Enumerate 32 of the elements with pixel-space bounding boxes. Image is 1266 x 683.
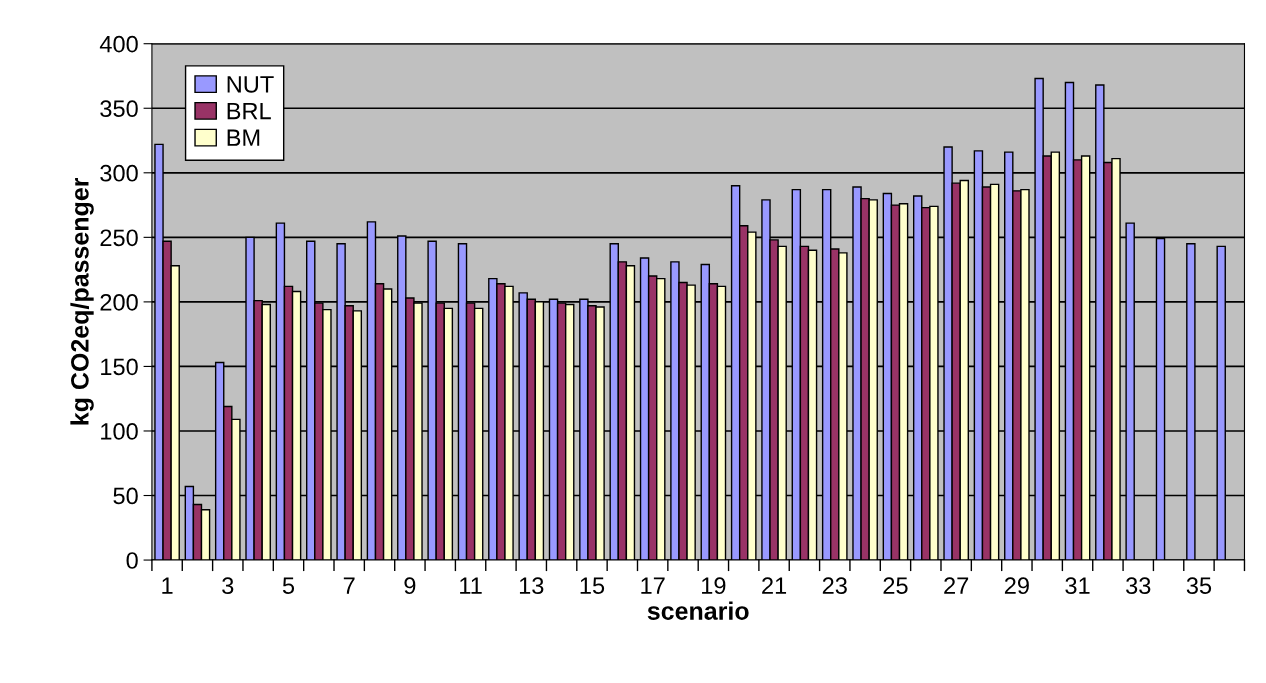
y-tick-label: 200: [100, 293, 138, 311]
y-tick-label: 100: [101, 423, 138, 440]
x-tick-label: 15: [580, 577, 605, 595]
x-tick-label: 17: [641, 577, 665, 594]
y-tick-label: 400: [99, 35, 138, 53]
x-tick-label: 31: [1065, 577, 1090, 595]
x-tick-label: 21: [762, 577, 787, 594]
y-tick-label: 150: [101, 358, 138, 376]
x-tick-label: 35: [1186, 577, 1212, 595]
x-tick-label: 1: [162, 577, 173, 594]
x-tick-label: 7: [343, 577, 355, 594]
x-tick-label: 19: [702, 577, 726, 595]
x-tick-label: 9: [404, 577, 416, 595]
x-axis-title: scenario: [647, 601, 749, 620]
y-tick-label: 250: [100, 229, 138, 247]
x-tick-label: 29: [1004, 577, 1029, 595]
x-tick-label: 27: [944, 577, 969, 594]
y-tick-label: 350: [100, 100, 138, 118]
x-tick-label: 11: [460, 577, 482, 594]
y-tick-label: 300: [100, 164, 138, 182]
y-tick-label: 0: [126, 552, 138, 569]
y-axis-title: kg CO2eq/passenger: [70, 177, 94, 425]
legend-label: NUT: [227, 76, 274, 93]
x-tick-label: 5: [282, 577, 295, 595]
x-tick-label: 3: [222, 577, 234, 595]
x-tick-label: 13: [519, 577, 544, 595]
x-tick-label: 33: [1126, 577, 1151, 595]
x-tick-label: 25: [883, 577, 908, 595]
legend-label: BRL: [227, 102, 271, 120]
x-tick-label: 23: [822, 577, 847, 595]
y-tick-label: 50: [113, 487, 138, 505]
legend-label: BM: [227, 129, 260, 146]
